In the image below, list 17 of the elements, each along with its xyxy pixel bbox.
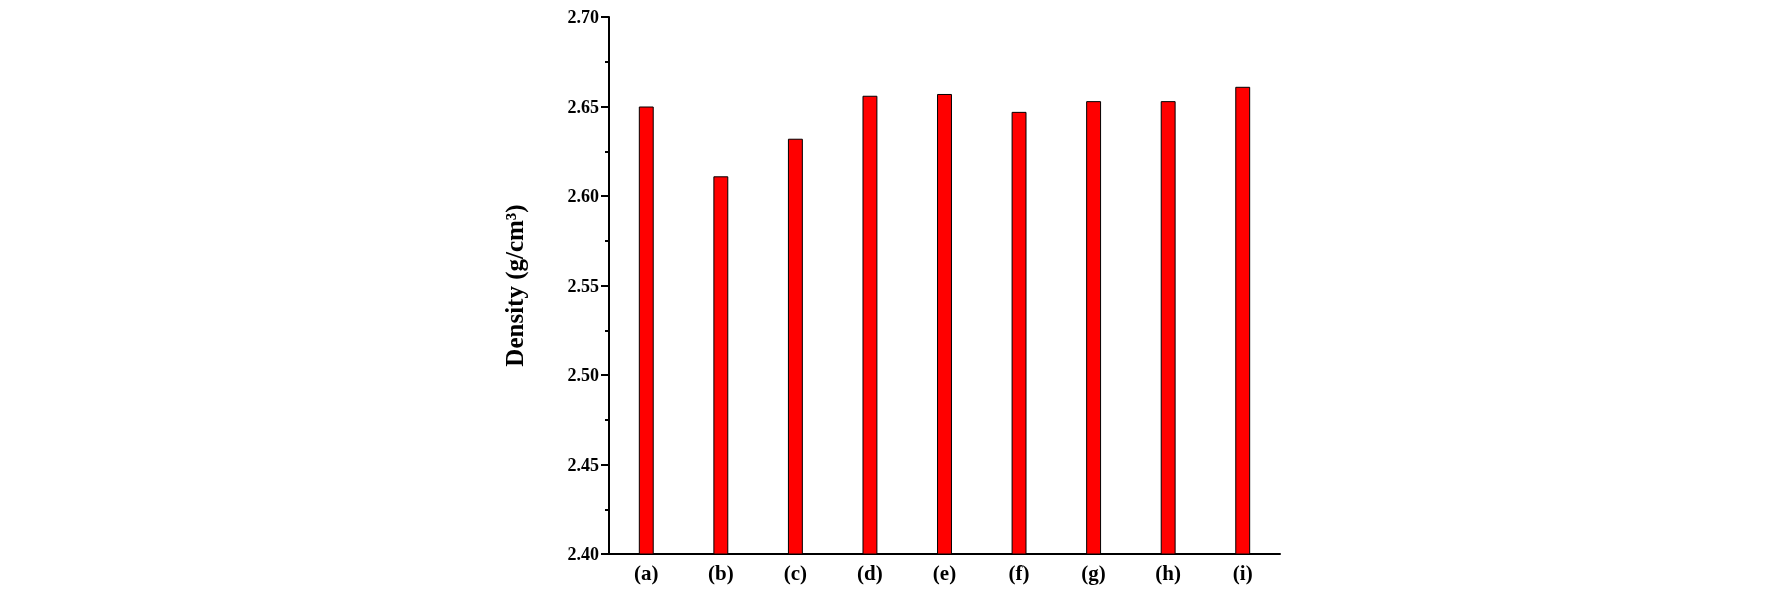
y-tick-label: 2.60 (567, 186, 599, 206)
x-tick-label: (d) (857, 560, 883, 585)
y-tick-label: 2.40 (567, 544, 599, 564)
x-tick-label: (g) (1081, 560, 1106, 585)
x-tick-label: (h) (1155, 560, 1181, 585)
y-axis-title: Density (g/cm³) (501, 204, 529, 367)
x-tick-label: (b) (708, 560, 734, 585)
y-tick-label: 2.55 (567, 275, 599, 296)
x-tick-label: (f) (1008, 560, 1030, 585)
y-tick-label: 2.65 (567, 96, 599, 117)
y-tick-label: 2.70 (567, 7, 599, 27)
x-tick-label: (e) (932, 560, 957, 585)
x-tick-label: (a) (634, 560, 659, 585)
y-tick-label: 2.50 (567, 365, 599, 385)
x-tick-label: (c) (783, 560, 808, 585)
y-tick-label: 2.45 (567, 454, 599, 475)
x-tick-label: (i) (1232, 560, 1253, 585)
